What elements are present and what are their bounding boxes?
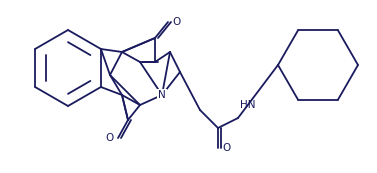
Text: HN: HN [240,100,256,110]
Text: O: O [172,17,180,27]
Text: O: O [106,133,114,143]
Text: O: O [222,143,230,153]
Text: N: N [158,90,166,100]
